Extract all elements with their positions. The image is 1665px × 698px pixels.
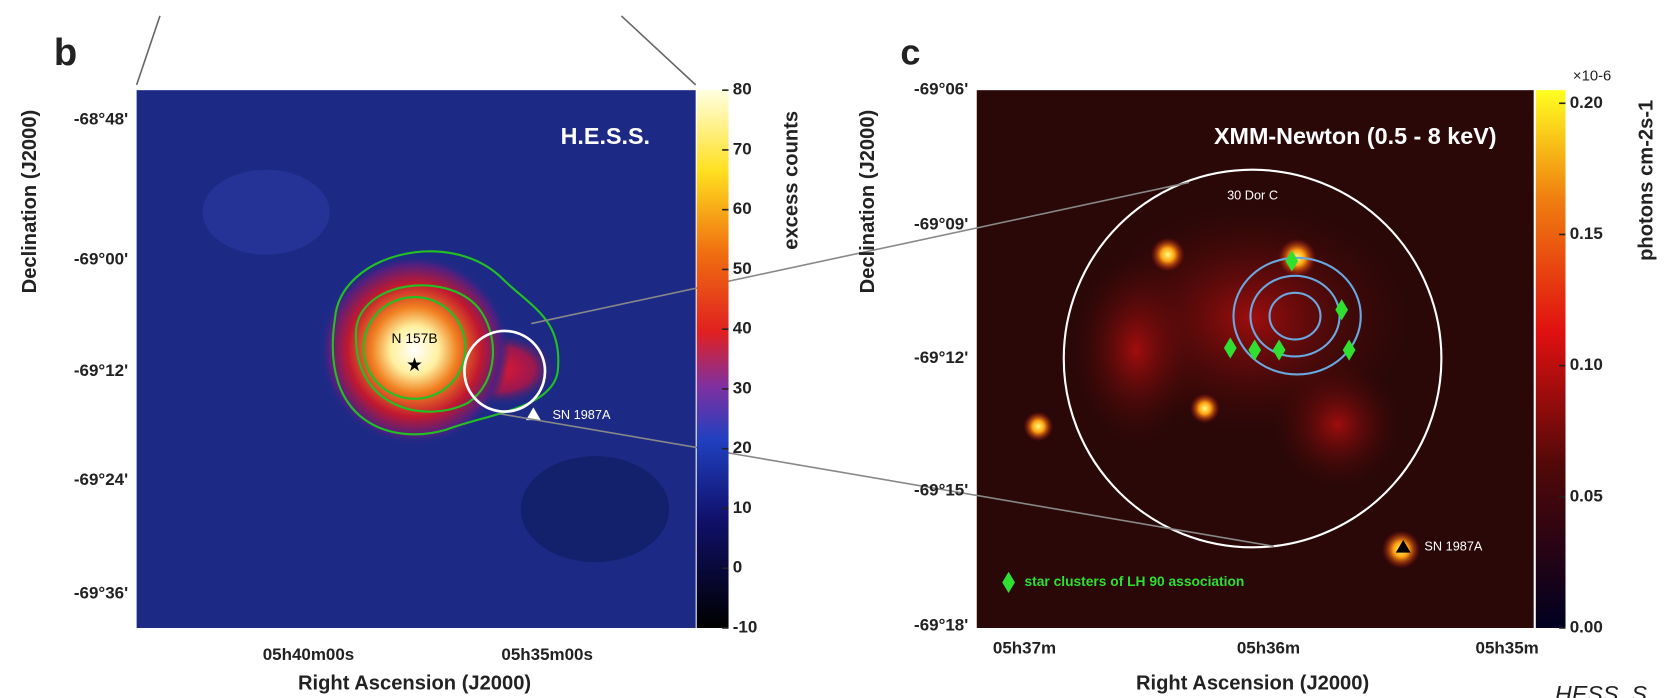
annotation: SN 1987A: [1424, 539, 1482, 554]
colorbar-tick-label: 0.10: [1570, 355, 1603, 374]
y-tick-label: -68°48': [74, 109, 128, 128]
legend-text: star clusters of LH 90 association: [1025, 574, 1245, 589]
y-tick-label: -69°24': [74, 470, 128, 489]
x-tick-label: 05h35m00s: [501, 645, 593, 664]
footer: HESS, S: [1555, 681, 1647, 698]
y-tick-label: -69°00': [74, 249, 128, 268]
colorbar-tick-label: 70: [733, 139, 752, 158]
x-tick-label: 05h37m: [993, 639, 1056, 658]
panel-label: c: [900, 32, 920, 73]
x-axis-label: Right Ascension (J2000): [1136, 673, 1369, 695]
y-tick-label: -69°15': [914, 481, 968, 500]
y-tick-label: -69°36': [74, 584, 128, 603]
annotation: SN 1987A: [552, 407, 610, 422]
annotation: N 157B: [392, 331, 438, 346]
y-tick-label: -69°12': [74, 361, 128, 380]
panel-label: b: [54, 31, 77, 74]
colorbar-tick-label: 0.00: [1570, 617, 1603, 636]
colorbar: [1535, 90, 1566, 628]
colorbar-tick-label: 50: [733, 259, 752, 278]
y-axis-label: Declination (J2000): [19, 110, 41, 294]
colorbar-scale: ×10-6: [1573, 68, 1611, 84]
colorbar-label: excess counts: [781, 111, 803, 250]
colorbar-tick-label: 0.20: [1570, 93, 1603, 112]
colorbar-tick-label: 20: [733, 438, 752, 457]
colorbar-tick-label: 0.15: [1570, 224, 1603, 243]
svg-text:★: ★: [406, 355, 423, 376]
x-tick-label: 05h40m00s: [263, 645, 355, 664]
colorbar-tick-label: 0: [733, 558, 742, 577]
xmm-map: [976, 90, 1534, 628]
y-tick-label: -69°12': [914, 348, 968, 367]
x-axis-label: Right Ascension (J2000): [298, 673, 531, 695]
y-axis-label: Declination (J2000): [857, 110, 879, 294]
colorbar-tick-label: 30: [733, 378, 752, 397]
y-tick-label: -69°18': [914, 615, 968, 634]
colorbar-tick-label: -10: [733, 617, 758, 636]
x-tick-label: 05h36m: [1237, 639, 1300, 658]
colorbar-tick-label: 80: [733, 80, 752, 99]
panel-title: XMM-Newton (0.5 - 8 keV): [1214, 123, 1497, 149]
colorbar-tick-label: 60: [733, 199, 752, 218]
colorbar-tick-label: 40: [733, 319, 752, 338]
colorbar-label: photons cm-2s-1: [1636, 100, 1658, 261]
hess-map: ★: [136, 90, 696, 628]
colorbar-tick-label: 0.05: [1570, 486, 1603, 505]
panel-title: H.E.S.S.: [561, 123, 650, 149]
colorbar: [696, 90, 729, 628]
x-tick-label: 05h35m: [1476, 639, 1539, 658]
colorbar-tick-label: 10: [733, 498, 752, 517]
y-tick-label: -69°06': [914, 80, 968, 99]
y-tick-label: -69°09': [914, 214, 968, 233]
annotation: 30 Dor C: [1227, 188, 1278, 203]
